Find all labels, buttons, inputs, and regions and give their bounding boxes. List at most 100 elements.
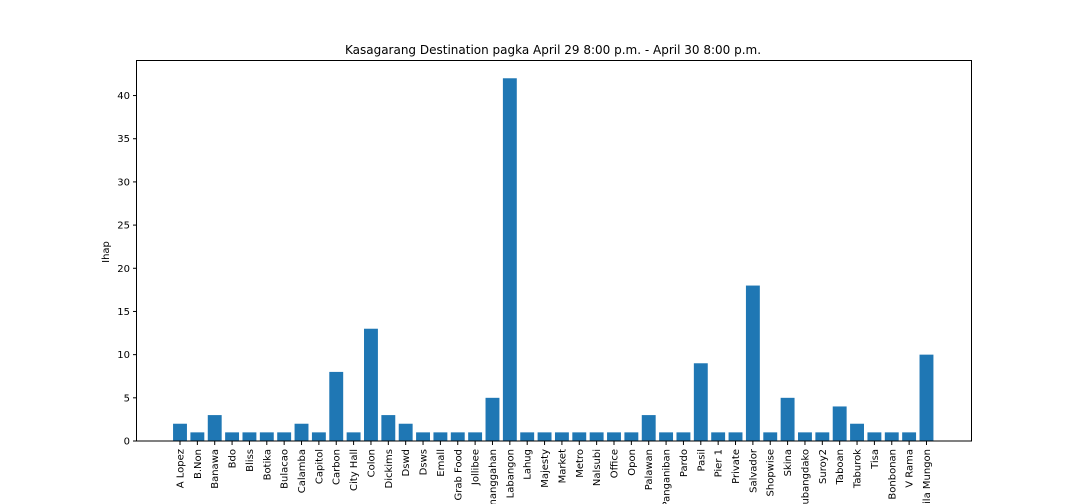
bar-panganiban bbox=[659, 432, 674, 441]
x-tick-label: Private bbox=[731, 449, 742, 484]
bar-jollibee bbox=[468, 432, 483, 441]
x-tick-label: Shopwise bbox=[766, 449, 777, 496]
bar-city-hall bbox=[346, 432, 361, 441]
bar-nalsubi bbox=[589, 432, 604, 441]
bar-private bbox=[728, 432, 743, 441]
bar-subangdako bbox=[798, 432, 812, 441]
bar-calamba bbox=[294, 423, 309, 441]
x-tick-label: Dsws bbox=[419, 449, 430, 475]
bar-bliss bbox=[242, 432, 257, 441]
x-tick-label: Metro bbox=[575, 449, 586, 478]
y-tick-label: 0 bbox=[124, 437, 130, 448]
x-tick-label: Taburok bbox=[853, 449, 864, 489]
bar-grab-food bbox=[450, 432, 465, 441]
bar-taburok bbox=[850, 423, 864, 441]
x-tick-label: Emall bbox=[436, 449, 447, 477]
x-tick-label: Labangon bbox=[505, 449, 516, 498]
x-tick-label: Pardo bbox=[679, 449, 690, 477]
y-tick-label: 35 bbox=[117, 134, 130, 145]
x-tick-label: Skina bbox=[783, 449, 794, 476]
x-tick-label: Vila Mungon bbox=[922, 449, 933, 504]
x-tick-label: Taboan bbox=[835, 449, 846, 486]
bar-botika bbox=[259, 432, 274, 441]
x-tick-label: Kinanggahan bbox=[488, 449, 499, 504]
x-tick-label: A Lopez bbox=[176, 449, 187, 488]
chart-title: Kasagarang Destination pagka April 29 8:… bbox=[345, 43, 761, 57]
x-tick-label: Pier 1 bbox=[714, 449, 725, 477]
bar-pasil bbox=[693, 363, 708, 441]
x-tick-label: Majesty bbox=[540, 449, 551, 488]
bar-bulacao bbox=[277, 432, 292, 441]
plot-frame bbox=[136, 60, 972, 442]
bar-vila-mungon bbox=[919, 354, 934, 441]
x-tick-label: Carbon bbox=[332, 449, 343, 485]
x-tick-label: Bulacao bbox=[280, 449, 291, 489]
x-tick-label: Salvador bbox=[748, 448, 759, 493]
bar-metro bbox=[572, 432, 587, 441]
y-tick-label: 15 bbox=[117, 307, 130, 318]
x-tick-label: Dswd bbox=[401, 449, 412, 476]
y-tick-label: 30 bbox=[117, 177, 130, 188]
bar-bonbonan bbox=[884, 432, 899, 441]
x-tick-label: City Hall bbox=[349, 449, 360, 491]
bar-labangon bbox=[502, 78, 517, 442]
bar-shopwise bbox=[763, 432, 778, 441]
y-tick-label: 10 bbox=[117, 350, 130, 361]
bar-market bbox=[554, 432, 569, 441]
bar-dickims bbox=[381, 415, 396, 441]
bar-skina bbox=[780, 397, 795, 441]
bar-banawa bbox=[207, 415, 222, 441]
bars-group bbox=[173, 78, 934, 442]
x-tick-label: V Rama bbox=[905, 449, 916, 488]
bar-v-rama bbox=[902, 432, 917, 441]
bar-opon bbox=[624, 432, 639, 441]
x-tick-label: Palawan bbox=[644, 449, 655, 490]
bar-pier-1 bbox=[711, 432, 726, 441]
bar-capitol bbox=[311, 432, 326, 441]
x-tick-label: Opon bbox=[627, 449, 638, 476]
bar-tisa bbox=[867, 432, 882, 441]
x-axis-ticks: A Lopez B.Non Banawa Bdo Bliss Botika Bulacao C… bbox=[176, 441, 933, 504]
x-tick-label: Botika bbox=[262, 449, 273, 480]
y-tick-label: 40 bbox=[117, 91, 130, 102]
bar-b-non bbox=[190, 432, 205, 441]
x-tick-label: Lahug bbox=[523, 449, 534, 480]
bar-dsws bbox=[416, 432, 430, 441]
y-axis-ticks: 0 5 10 15 20 25 30 35 40 bbox=[117, 91, 137, 448]
x-tick-label: Tisa bbox=[870, 449, 881, 470]
x-tick-label: Calamba bbox=[297, 449, 308, 493]
x-tick-label: Suroy2 bbox=[818, 449, 829, 484]
bar-carbon bbox=[329, 371, 344, 441]
x-tick-label: Banawa bbox=[210, 449, 221, 489]
bar-dswd bbox=[398, 423, 413, 441]
x-tick-label: Grab Food bbox=[453, 449, 464, 501]
bar-office bbox=[607, 432, 621, 441]
x-tick-label: Nalsubi bbox=[592, 449, 603, 486]
x-tick-label: Panganiban bbox=[662, 449, 673, 504]
bar-pardo bbox=[676, 432, 691, 441]
bar-salvador bbox=[745, 285, 760, 441]
bar-suroy2 bbox=[815, 432, 830, 441]
bar-bdo bbox=[225, 432, 240, 441]
bar-majesty bbox=[537, 432, 552, 441]
x-tick-label: Market bbox=[557, 449, 568, 483]
y-tick-label: 20 bbox=[117, 264, 130, 275]
y-axis-label: Ihap bbox=[101, 241, 112, 263]
x-tick-label: Colon bbox=[366, 449, 377, 477]
bar-kinanggahan bbox=[485, 397, 500, 441]
y-tick-label: 25 bbox=[117, 221, 130, 232]
bar-emall bbox=[433, 432, 448, 441]
y-tick-label: 5 bbox=[124, 393, 130, 404]
x-tick-label: Pasil bbox=[696, 449, 707, 471]
x-tick-label: B.Non bbox=[193, 449, 204, 479]
bar-lahug bbox=[520, 432, 535, 441]
x-tick-label: Bonbonan bbox=[887, 449, 898, 500]
bar-palawan bbox=[641, 415, 656, 441]
bar-a-lopez bbox=[173, 423, 187, 441]
x-tick-label: Bdo bbox=[228, 449, 239, 468]
x-tick-label: Dickims bbox=[384, 449, 395, 489]
x-tick-label: Subangdako bbox=[800, 449, 811, 504]
bar-taboan bbox=[832, 406, 847, 441]
